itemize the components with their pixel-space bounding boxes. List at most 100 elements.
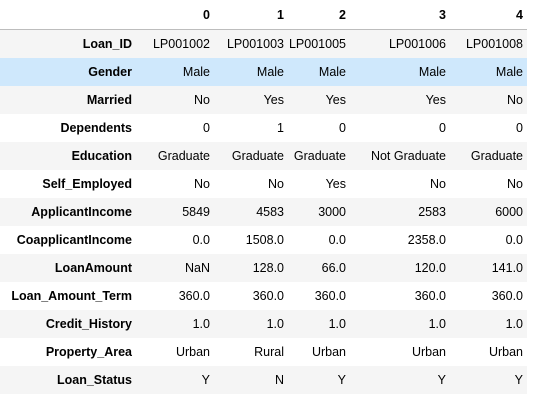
table-cell: 3000	[318, 205, 346, 219]
column-header-2: 2	[288, 0, 350, 30]
row-index-label: Credit_History	[45, 317, 132, 331]
row-index-label: Married	[86, 93, 132, 107]
table-cell: 2358.0	[407, 233, 446, 247]
table-cell: LP001005	[288, 37, 346, 51]
row-index-label: Loan_ID	[82, 37, 132, 51]
table-cell: Urban	[175, 345, 210, 359]
table-cell: 128.0	[252, 261, 284, 275]
table-cell: Male	[182, 65, 210, 79]
table-cell: 6000	[495, 205, 523, 219]
row-index-label: Dependents	[60, 121, 132, 135]
table-cell: 1508.0	[245, 233, 284, 247]
table-cell: 5849	[182, 205, 210, 219]
column-header-4: 4	[450, 0, 527, 30]
column-header-1: 1	[214, 0, 288, 30]
table-cell: 4583	[256, 205, 284, 219]
table-cell: Graduate	[470, 149, 523, 163]
table-cell: Urban	[488, 345, 523, 359]
table-row: Self_Employed No No Yes No No	[0, 170, 527, 198]
table-row: Married No Yes Yes Yes No	[0, 86, 527, 114]
table-cell: Male	[495, 65, 523, 79]
table-row: Dependents 0 1 0 0 0	[0, 114, 527, 142]
table-cell: 1.0	[328, 317, 346, 331]
table-cell: NaN	[184, 261, 210, 275]
row-index-label: Property_Area	[45, 345, 132, 359]
table-cell: Urban	[311, 345, 346, 359]
table-cell: 120.0	[414, 261, 446, 275]
row-index-label: Loan_Amount_Term	[11, 289, 132, 303]
table-cell: N	[274, 373, 284, 387]
table-cell: 0	[516, 121, 523, 135]
table-cell: Rural	[254, 345, 284, 359]
table-cell: 1	[277, 121, 284, 135]
table-cell: 1.0	[428, 317, 446, 331]
table-cell: 360.0	[414, 289, 446, 303]
row-index-label: Education	[71, 149, 132, 163]
table-cell: LP001002	[152, 37, 210, 51]
table-cell: 1.0	[266, 317, 284, 331]
table-cell: No	[268, 177, 284, 191]
table-cell: No	[194, 177, 210, 191]
table-cell: Urban	[411, 345, 446, 359]
table-cell: Not Graduate	[370, 149, 446, 163]
table-row: CoapplicantIncome 0.0 1508.0 0.0 2358.0 0.0	[0, 226, 527, 254]
table-cell: 0	[439, 121, 446, 135]
table-cell: Graduate	[157, 149, 210, 163]
table-cell: 2583	[418, 205, 446, 219]
table-cell: 0	[203, 121, 210, 135]
table-cell: Yes	[263, 93, 284, 107]
table-row: Loan_ID LP001002 LP001003 LP001005 LP001006 L…	[0, 29, 527, 58]
table-cell: Graduate	[293, 149, 346, 163]
table-cell: Y	[514, 373, 523, 387]
row-index-label: CoapplicantIncome	[16, 233, 132, 247]
table-cell: No	[194, 93, 210, 107]
table-cell: Male	[318, 65, 346, 79]
table-cell: No	[430, 177, 446, 191]
row-index-label: LoanAmount	[54, 261, 132, 275]
table-row: Loan_Amount_Term 360.0 360.0 360.0 360.0 360.…	[0, 282, 527, 310]
table-cell: 66.0	[321, 261, 346, 275]
table-cell: Yes	[425, 93, 446, 107]
row-index-label: Gender	[88, 65, 132, 79]
dataframe-table: 0 1 2 3 4 Loan_ID LP001002 LP001003 LP00100…	[0, 0, 527, 394]
table-cell: 0.0	[328, 233, 346, 247]
table-row: Loan_Status Y N Y Y Y	[0, 366, 527, 394]
table-cell: 0.0	[192, 233, 210, 247]
table-cell: Y	[201, 373, 210, 387]
table-header: 0 1 2 3 4	[0, 0, 527, 30]
table-row: ApplicantIncome 5849 4583 3000 2583 6000	[0, 198, 527, 226]
table-cell: Yes	[325, 93, 346, 107]
table-cell: LP001008	[465, 37, 523, 51]
table-cell: 0.0	[505, 233, 523, 247]
table-cell: Yes	[325, 177, 346, 191]
row-index-label: Loan_Status	[56, 373, 132, 387]
table-cell: 360.0	[491, 289, 523, 303]
table-body: Loan_ID LP001002 LP001003 LP001005 LP001006 L…	[0, 29, 527, 394]
row-index-label: Self_Employed	[42, 177, 132, 191]
table-row: LoanAmount NaN 128.0 66.0 120.0 141.0	[0, 254, 527, 282]
table-cell: Male	[256, 65, 284, 79]
table-cell: 360.0	[314, 289, 346, 303]
table-cell: Male	[418, 65, 446, 79]
table-cell: 360.0	[178, 289, 210, 303]
table-cell: No	[507, 93, 523, 107]
table-cell: Graduate	[231, 149, 284, 163]
table-row: Credit_History 1.0 1.0 1.0 1.0 1.0	[0, 310, 527, 338]
table-cell: 141.0	[491, 261, 523, 275]
table-cell: Y	[437, 373, 446, 387]
column-header-0: 0	[140, 0, 214, 30]
column-header-3: 3	[350, 0, 450, 30]
table-cell: LP001003	[226, 37, 284, 51]
table-row: Property_Area Urban Rural Urban Urban Urban	[0, 338, 527, 366]
table-cell: 0	[339, 121, 346, 135]
header-row: 0 1 2 3 4	[0, 0, 527, 30]
table-row: Education Graduate Graduate Graduate Not Gra…	[0, 142, 527, 170]
table-cell: 1.0	[192, 317, 210, 331]
row-index-label: ApplicantIncome	[31, 205, 132, 219]
table-cell: Y	[337, 373, 346, 387]
table-cell: 1.0	[505, 317, 523, 331]
table-cell: No	[507, 177, 523, 191]
index-header-cell	[0, 0, 140, 30]
table-cell: 360.0	[252, 289, 284, 303]
table-row: Gender Male Male Male Male Male	[0, 58, 527, 86]
